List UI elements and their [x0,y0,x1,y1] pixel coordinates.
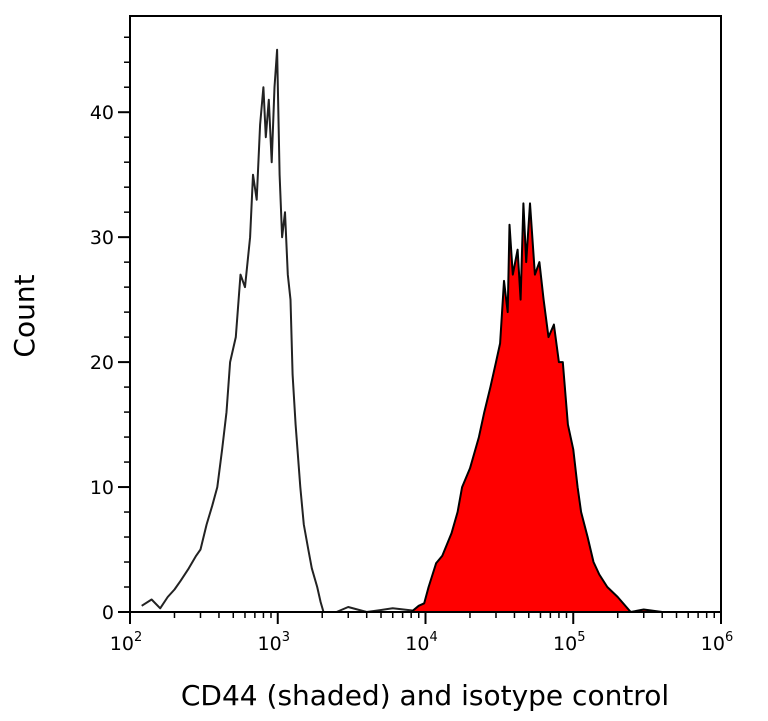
x-tick-label: 105 [553,630,585,655]
y-axis: 0 10 20 30 40 [90,36,130,624]
y-tick-label: 10 [90,477,114,499]
x-tick-label: 106 [701,630,733,655]
y-tick-label: 0 [102,602,114,624]
x-axis: 102 103 104 105 106 [110,612,733,655]
series-1-line [410,202,663,613]
x-tick-label: 104 [405,630,437,655]
series-layer [141,48,663,613]
series-0-line [141,48,426,613]
x-axis-title: CD44 (shaded) and isotype control [181,679,669,712]
y-tick-label: 20 [90,352,114,374]
y-tick-label: 30 [90,227,114,249]
y-tick-label: 40 [90,102,114,124]
x-tick-label: 102 [110,630,142,655]
plot-frame [129,15,722,613]
series-1-fill [411,203,663,612]
y-axis-title: Count [8,274,41,357]
x-tick-label: 103 [258,630,290,655]
